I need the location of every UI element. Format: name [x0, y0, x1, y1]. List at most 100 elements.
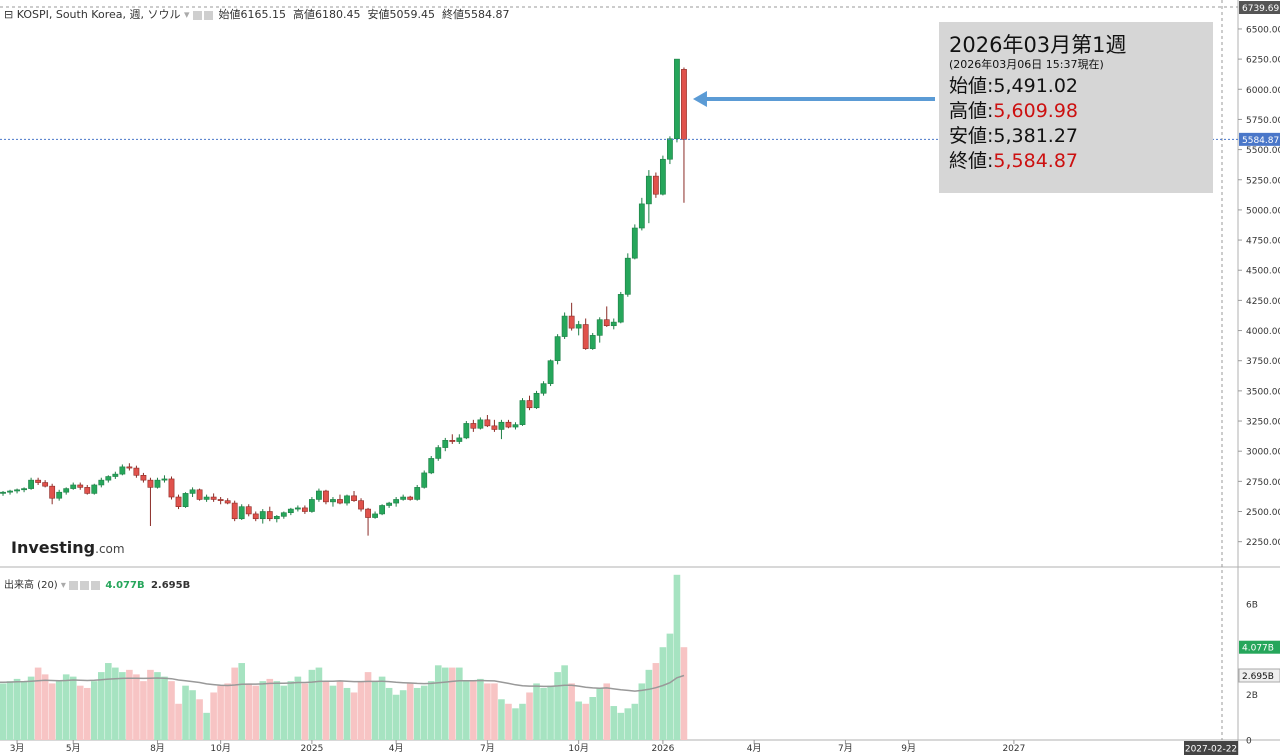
volume-bar	[273, 681, 281, 740]
collapse-icon[interactable]: ⊟	[4, 8, 14, 21]
volume-y-tick-label: 2B	[1246, 691, 1258, 701]
y-tick-label: 3500.00	[1246, 387, 1280, 397]
candle-body	[667, 138, 673, 160]
low-label: 安値	[367, 8, 390, 21]
volume-bar	[126, 669, 133, 740]
volume-bar	[680, 647, 688, 740]
candle-body	[35, 479, 42, 483]
volume-bar	[343, 687, 351, 740]
volume-bar	[76, 685, 84, 740]
volume-ma-value: 2.695B	[150, 580, 191, 591]
volume-indicator-name[interactable]: 出来高 (20)	[4, 580, 58, 591]
candle-body	[407, 496, 414, 500]
candle-body	[561, 315, 568, 337]
volume-bar	[245, 683, 253, 740]
volume-bar	[83, 687, 91, 740]
volume-bar	[329, 685, 337, 740]
volume-bar	[582, 703, 589, 740]
volume-bar	[575, 701, 582, 740]
volume-bar	[449, 667, 456, 740]
volume-bar	[589, 697, 596, 740]
volume-bar	[399, 690, 407, 740]
volume-current-tag-label: 4.077B	[1242, 644, 1274, 654]
x-tick-label: 9月	[901, 743, 916, 754]
volume-bar	[252, 685, 260, 740]
candle-body	[112, 473, 119, 477]
volume-bar	[41, 674, 49, 740]
volume-bar	[217, 685, 224, 740]
x-tick-label: 8月	[150, 743, 165, 754]
candle-body	[323, 490, 329, 503]
candle-body	[351, 495, 357, 501]
candle-body	[175, 496, 182, 507]
settings-icon[interactable]	[69, 580, 79, 590]
candle-body	[414, 487, 421, 500]
volume-bar	[512, 708, 519, 740]
info-row-low: 安値:5,381.27	[949, 125, 1079, 147]
high-value: 6180.45	[315, 8, 361, 21]
candle-body	[84, 487, 91, 494]
volume-bar	[48, 683, 56, 740]
candle-body	[645, 175, 652, 205]
candle-body	[575, 324, 582, 329]
volume-current-tag	[1239, 640, 1280, 654]
candle-body	[21, 488, 27, 491]
candle-body	[98, 479, 105, 486]
volume-bar	[540, 687, 547, 740]
candle-body	[624, 257, 631, 295]
volume-bar	[610, 706, 618, 740]
candle-body	[56, 491, 63, 499]
candle-body	[210, 496, 217, 500]
y-tick-label: 2250.00	[1246, 538, 1280, 548]
y-tick-label: 5500.00	[1246, 146, 1280, 156]
x-tick-label: 2026	[651, 744, 674, 754]
volume-bar	[13, 678, 21, 740]
volume-bar	[6, 681, 14, 740]
y-tick-label: 5750.00	[1246, 116, 1280, 126]
candle-body	[456, 437, 463, 442]
volume-bar	[547, 685, 554, 740]
y-tick-label: 3250.00	[1246, 418, 1280, 428]
candle-body	[70, 484, 77, 489]
volume-bar	[147, 669, 154, 740]
volume-bar	[112, 667, 119, 740]
volume-bar	[673, 574, 681, 740]
time-x-axis: 3月 5月 8月 10月 2025 4月 7月 10月 2026 4月 7月 9月 2027 2027-0…	[10, 740, 1238, 755]
info-title: 2026年03月第1週	[949, 33, 1127, 57]
volume-bar	[294, 676, 302, 740]
volume-bar	[533, 683, 540, 740]
volume-bar	[224, 683, 231, 740]
volume-bar	[617, 712, 625, 740]
y-tick-label: 6500.00	[1246, 25, 1280, 35]
volume-bar	[34, 667, 42, 740]
candle-body	[365, 508, 371, 518]
volume-bar	[20, 681, 28, 740]
candle-body	[617, 294, 624, 323]
candle-body	[386, 502, 393, 506]
chevron-down-icon[interactable]: ▾	[60, 580, 66, 591]
x-tick-label: 10月	[210, 743, 230, 754]
visibility-icon[interactable]	[80, 580, 90, 590]
chevron-down-icon[interactable]: ▾	[183, 8, 190, 21]
settings-icon[interactable]	[193, 10, 203, 20]
candle-body	[119, 466, 126, 475]
y-tick-label: 2500.00	[1246, 508, 1280, 518]
volume-bar	[427, 681, 435, 740]
candle-body	[316, 490, 322, 500]
candle-body	[287, 508, 294, 514]
candle-body	[358, 500, 364, 510]
volume-bar	[561, 665, 568, 740]
symbol-name[interactable]: KOSPI, South Korea, 週, ソウル	[16, 8, 181, 21]
volume-bar	[371, 681, 379, 740]
candle-body	[344, 495, 350, 504]
y-tick-label: 4750.00	[1246, 237, 1280, 247]
investing-logo: Investing.com	[11, 538, 125, 557]
volume-bar	[98, 672, 105, 740]
remove-icon[interactable]	[91, 580, 101, 590]
visibility-icon[interactable]	[204, 10, 214, 20]
x-tick-label: 7月	[838, 743, 853, 754]
volume-bar	[652, 663, 660, 740]
volume-bar	[266, 678, 274, 740]
volume-bar	[182, 685, 189, 740]
